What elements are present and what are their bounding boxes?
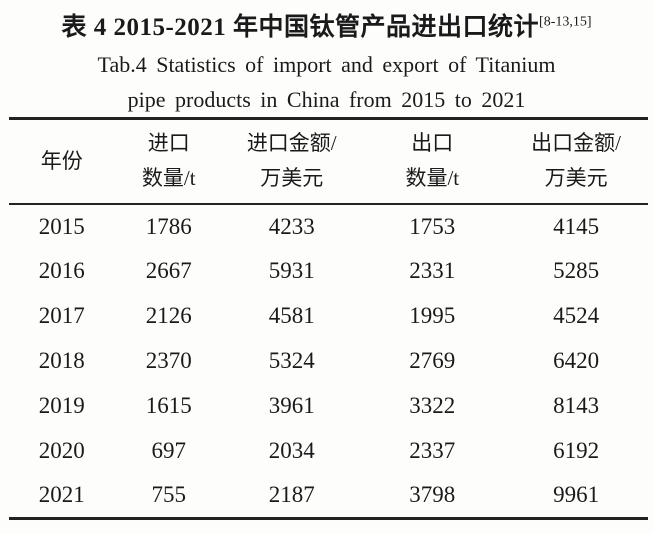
header-year: 年份 — [9, 119, 114, 204]
table-cell: 5285 — [553, 258, 600, 283]
table-cell: 2187 — [268, 482, 315, 508]
header-year-label: 年份 — [40, 148, 83, 173]
table-cell: 6192 — [553, 438, 600, 463]
header-import-value: 进口金额/ 万美元 — [223, 119, 360, 204]
header-import-quantity-line1: 进口 — [147, 131, 190, 156]
table-row: 2016 2667 5931 2331 5285 — [9, 249, 648, 294]
header-import-quantity: 进口 数量/t — [114, 119, 223, 204]
table-cell: 2020 — [38, 438, 85, 463]
table-cell: 3961 — [268, 393, 315, 418]
table-caption-en-line1: Tab.4 Statistics of import and export of… — [97, 52, 556, 77]
table-cell: 2370 — [145, 348, 192, 373]
table-row: 2019 1615 3961 3322 8143 — [9, 384, 648, 429]
header-export-value-line2: 万美元 — [544, 166, 608, 191]
table-cell: 6420 — [553, 348, 600, 373]
table-cell: 2018 — [38, 348, 85, 373]
header-export-value: 出口金额/ 万美元 — [504, 119, 648, 204]
header-import-value-line1: 进口金额/ — [246, 131, 337, 156]
table-cell: 4524 — [553, 303, 600, 328]
header-import-value-line2: 万美元 — [260, 166, 324, 191]
table-caption-zh: 表 4 2015-2021 年中国钛管产品进出口统计[8-13,15] — [0, 0, 653, 47]
table-row: 2020 697 2034 2337 6192 — [9, 429, 648, 474]
header-row: 年份 进口 数量/t 进口金额/ 万美元 出口 数量/t 出口金额/ 万美元 — [9, 119, 648, 204]
table-cell: 9961 — [553, 482, 600, 508]
table-cell: 5324 — [268, 348, 315, 373]
table-cell: 2021 — [38, 482, 85, 508]
import-export-table: 年份 进口 数量/t 进口金额/ 万美元 出口 数量/t 出口金额/ 万美元 — [9, 117, 648, 520]
header-export-value-line1: 出口金额/ — [531, 131, 622, 156]
table-row: 2021 755 2187 3798 9961 — [9, 474, 648, 519]
table-cell: 4145 — [553, 213, 600, 239]
table-cell: 1995 — [409, 303, 456, 328]
table-caption-en-line2: pipe products in China from 2015 to 2021 — [127, 87, 526, 112]
table-row: 2018 2370 5324 2769 6420 — [9, 339, 648, 384]
table-cell: 2337 — [409, 438, 456, 463]
header-import-quantity-line2: 数量/t — [141, 166, 196, 191]
table-cell: 2667 — [145, 258, 192, 283]
table-cell: 8143 — [553, 393, 600, 418]
table-cell: 4581 — [268, 303, 315, 328]
table-cell: 1615 — [145, 393, 192, 418]
table-cell: 2016 — [38, 258, 85, 283]
table-cell: 755 — [151, 482, 186, 508]
table-cell: 2769 — [409, 348, 456, 373]
header-export-quantity-line2: 数量/t — [405, 166, 460, 191]
table-cell: 2017 — [38, 303, 85, 328]
table-cell: 2126 — [145, 303, 192, 328]
table-cell: 4233 — [268, 213, 315, 239]
table-cell: 3322 — [409, 393, 456, 418]
table-caption-zh-text: 表 4 2015-2021 年中国钛管产品进出口统计 — [61, 14, 540, 41]
table-cell: 2015 — [38, 213, 85, 239]
table-cell: 697 — [151, 438, 186, 463]
citation-superscript: [8-13,15] — [539, 14, 592, 30]
table-cell: 3798 — [409, 482, 456, 508]
table-cell: 1753 — [409, 213, 456, 239]
header-export-quantity-line1: 出口 — [411, 131, 454, 156]
table-row: 2015 1786 4233 1753 4145 — [9, 204, 648, 249]
table-cell: 2019 — [38, 393, 85, 418]
table-cell: 2034 — [268, 438, 315, 463]
table-cell: 2331 — [409, 258, 456, 283]
table-cell: 1786 — [145, 213, 192, 239]
table-row: 2017 2126 4581 1995 4524 — [9, 294, 648, 339]
header-export-quantity: 出口 数量/t — [360, 119, 504, 204]
table-cell: 5931 — [268, 258, 315, 283]
